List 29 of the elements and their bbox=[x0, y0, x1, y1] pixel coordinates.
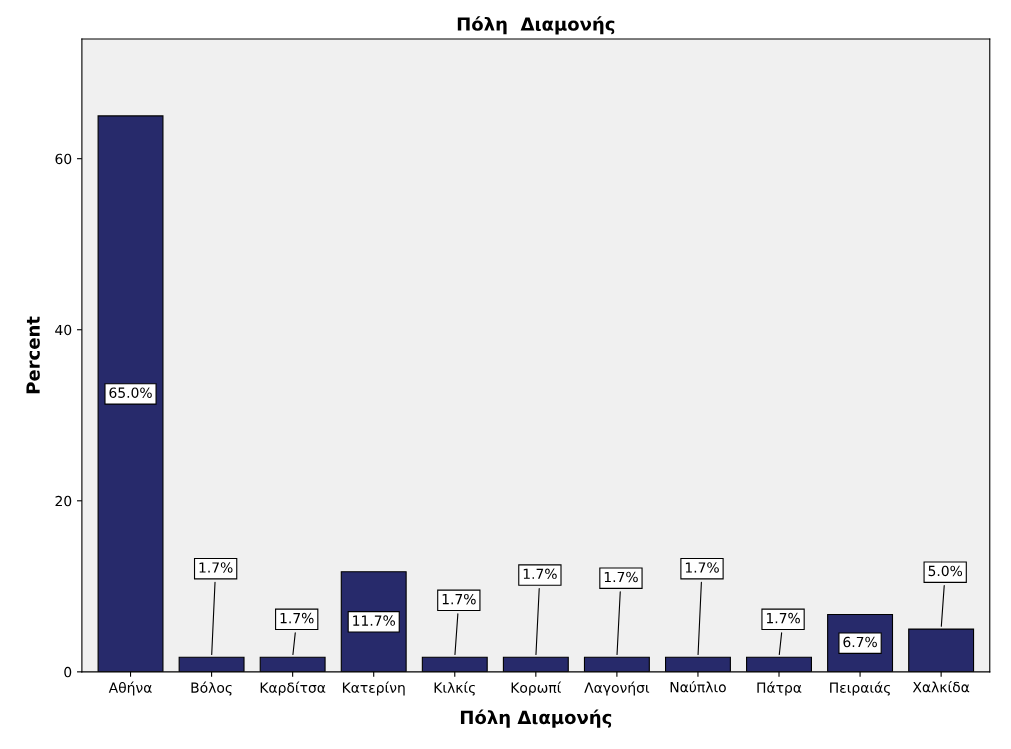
x-tick-label: Καρδίτσα bbox=[260, 681, 326, 696]
data-label: 1.7% bbox=[685, 562, 719, 573]
data-label: 1.7% bbox=[442, 593, 476, 605]
x-tick-label: Πειραιάς bbox=[830, 681, 891, 696]
chart-title: Πόλη Διαμονής bbox=[457, 16, 615, 35]
y-tick-label: 20 bbox=[55, 495, 72, 507]
y-tick-label: 40 bbox=[55, 324, 72, 336]
data-label: 65.0% bbox=[109, 387, 152, 398]
x-tick-label: Κιλκίς bbox=[434, 681, 475, 696]
data-label: 1.7% bbox=[523, 568, 557, 580]
x-tick-label: Χαλκίδα bbox=[912, 681, 970, 693]
data-label: 1.7% bbox=[604, 571, 638, 583]
y-tick-label: 60 bbox=[55, 153, 72, 165]
data-label: 6.7% bbox=[843, 636, 877, 648]
y-tick-label: 0 bbox=[64, 666, 72, 678]
x-tick-label: Κατερίνη bbox=[342, 681, 405, 696]
x-tick-label: Αθήνα bbox=[108, 681, 152, 696]
data-label: 1.7% bbox=[199, 562, 233, 573]
x-tick-label: Λαγονήσι bbox=[584, 681, 650, 696]
x-tick-label: Βόλος bbox=[191, 681, 232, 696]
data-label: 1.7% bbox=[280, 612, 314, 624]
x-tick-label: Πάτρα bbox=[757, 681, 802, 696]
y-axis-title: Percent bbox=[26, 316, 40, 394]
data-label: 1.7% bbox=[766, 612, 800, 624]
x-axis-title: Πόλη Διαμονής bbox=[460, 709, 612, 728]
data-label: 11.7% bbox=[353, 615, 395, 626]
data-label: 5.0% bbox=[928, 565, 963, 577]
x-tick-label: Ναύπλιο bbox=[670, 681, 726, 693]
x-tick-label: Κορωπί bbox=[511, 681, 562, 696]
